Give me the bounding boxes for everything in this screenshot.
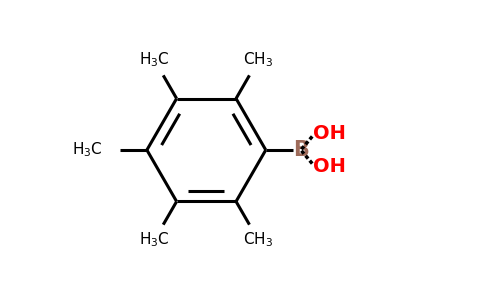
Text: OH: OH xyxy=(313,157,346,176)
Text: CH$_3$: CH$_3$ xyxy=(243,51,273,69)
Text: H$_3$C: H$_3$C xyxy=(139,51,170,69)
Text: OH: OH xyxy=(313,124,346,143)
Text: B: B xyxy=(293,140,309,160)
Text: CH$_3$: CH$_3$ xyxy=(243,231,273,249)
Text: H$_3$C: H$_3$C xyxy=(139,231,170,249)
Text: H$_3$C: H$_3$C xyxy=(72,141,102,159)
